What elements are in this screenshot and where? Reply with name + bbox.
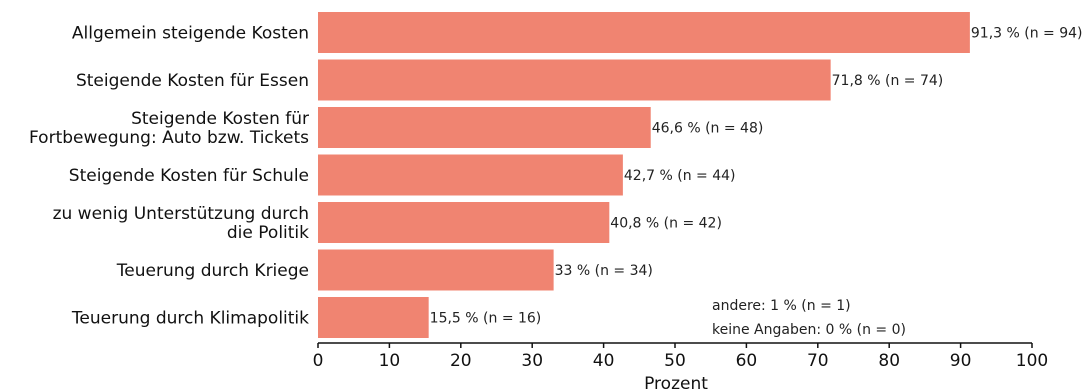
x-axis-title: Prozent (644, 374, 708, 392)
x-tick-label: 100 (1016, 351, 1048, 371)
bar (318, 297, 429, 338)
x-tick-label: 80 (878, 351, 900, 371)
bar-value-label: 33 % (n = 34) (555, 263, 653, 279)
bar-value-label: 91,3 % (n = 94) (971, 26, 1083, 42)
x-tick-label: 70 (807, 351, 829, 371)
x-tick-label: 20 (450, 351, 472, 371)
bar-value-label: 15,5 % (n = 16) (430, 311, 542, 327)
bar-value-label: 46,6 % (n = 48) (652, 121, 764, 137)
category-label: Fortbewegung: Auto bzw. Tickets (29, 128, 309, 148)
x-tick-label: 50 (664, 351, 686, 371)
x-tick-label: 10 (379, 351, 401, 371)
bar (318, 154, 623, 196)
bar (318, 12, 970, 53)
bar (318, 249, 554, 291)
bar (318, 107, 651, 148)
category-label: Teuerung durch Kriege (116, 261, 309, 281)
category-label: zu wenig Unterstützung durch (53, 204, 309, 224)
bar-value-label: 71,8 % (n = 74) (832, 73, 944, 89)
x-tick-label: 40 (593, 351, 615, 371)
note-other: andere: 1 % (n = 1) (712, 298, 851, 314)
bar-value-label: 42,7 % (n = 44) (624, 168, 736, 184)
bar (318, 59, 831, 101)
bar (318, 202, 610, 243)
category-label: Teuerung durch Klimapolitik (71, 309, 309, 329)
x-tick-label: 30 (521, 351, 543, 371)
category-label: die Politik (227, 223, 309, 243)
category-label: Steigende Kosten für (131, 109, 309, 129)
category-label: Steigende Kosten für Essen (76, 71, 309, 91)
note-no-answer: keine Angaben: 0 % (n = 0) (712, 322, 906, 338)
x-tick-label: 60 (736, 351, 758, 371)
category-label: Allgemein steigende Kosten (72, 24, 309, 44)
bar-value-label: 40,8 % (n = 42) (610, 216, 722, 232)
x-tick-label: 0 (313, 351, 324, 371)
category-label: Steigende Kosten für Schule (69, 166, 309, 186)
x-tick-label: 90 (950, 351, 972, 371)
